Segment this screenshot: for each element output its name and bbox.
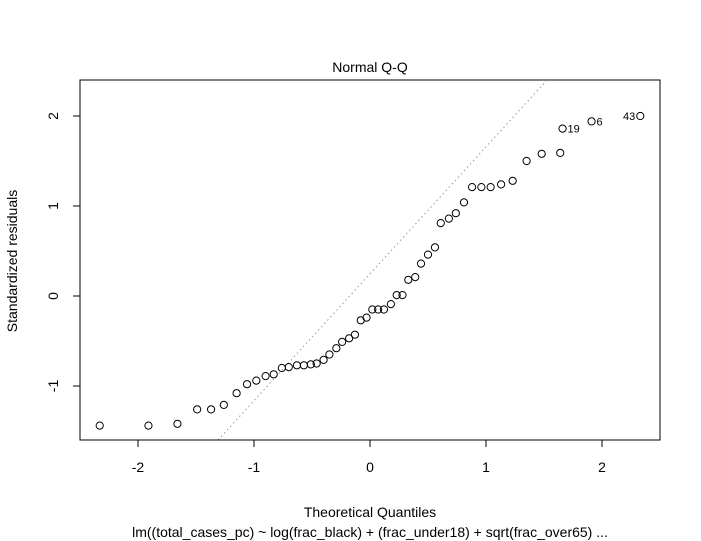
x-axis: -2 -1 0 1 2 — [132, 439, 606, 475]
data-point — [332, 344, 341, 353]
chart-title: Normal Q-Q — [332, 59, 408, 75]
data-point — [386, 300, 395, 309]
data-point — [277, 363, 286, 373]
data-point — [477, 183, 486, 192]
y-axis: -1 0 1 2 — [45, 112, 81, 393]
data-point — [444, 214, 453, 223]
data-point — [362, 313, 371, 322]
data-point — [350, 330, 360, 339]
data-point — [404, 275, 413, 284]
x-tick-label: -1 — [248, 459, 261, 475]
data-point — [392, 291, 401, 300]
chart-subtitle: lm((total_cases_pc) ~ log(frac_black) + … — [132, 524, 608, 540]
y-tick-label: 2 — [45, 112, 61, 120]
data-point — [374, 305, 383, 314]
point-label: 43 — [623, 111, 635, 123]
data-point — [232, 389, 241, 398]
x-tick-label: 0 — [366, 459, 374, 475]
data-point — [416, 259, 426, 268]
data-point — [269, 370, 278, 379]
data-point — [522, 156, 531, 166]
data-point — [319, 355, 328, 364]
points-group — [95, 111, 645, 430]
data-point — [252, 376, 261, 385]
reference-line-group — [217, 79, 548, 441]
x-axis-label: Theoretical Quantiles — [304, 504, 436, 520]
data-point — [558, 124, 567, 133]
y-axis-label: Standardized residuals — [4, 190, 20, 332]
data-point — [423, 250, 433, 259]
data-point — [299, 361, 308, 370]
y-tick-label: -1 — [45, 380, 61, 393]
y-tick-label: 1 — [45, 202, 61, 210]
data-point — [325, 350, 334, 359]
data-point — [379, 305, 389, 314]
data-point — [467, 183, 477, 192]
x-tick-label: 1 — [482, 459, 490, 475]
data-point — [95, 421, 104, 430]
data-point — [636, 111, 645, 121]
data-point — [556, 148, 565, 157]
data-point — [459, 198, 469, 207]
data-point — [398, 291, 407, 300]
data-point — [496, 180, 506, 189]
point-labels-group: 19 6 43 — [568, 111, 636, 136]
data-point — [537, 149, 546, 158]
x-tick-label: -2 — [132, 459, 145, 475]
data-point — [219, 400, 228, 409]
point-label: 19 — [568, 124, 580, 136]
data-point — [338, 337, 347, 346]
data-point — [411, 273, 420, 282]
point-label: 6 — [597, 116, 603, 128]
data-point — [486, 183, 495, 192]
data-point — [451, 209, 460, 218]
data-point — [306, 360, 315, 369]
data-point — [261, 372, 270, 381]
data-point — [430, 243, 440, 252]
data-point — [206, 405, 216, 414]
data-point — [193, 405, 202, 414]
data-point — [436, 219, 445, 228]
data-point — [242, 380, 252, 389]
data-point — [345, 334, 354, 343]
data-point — [508, 176, 517, 185]
data-point — [292, 361, 302, 370]
data-point — [587, 117, 596, 126]
x-tick-label: 2 — [598, 459, 606, 475]
data-point — [173, 419, 182, 428]
data-point — [312, 359, 321, 368]
data-point — [144, 421, 153, 430]
y-tick-label: 0 — [45, 292, 61, 300]
data-point — [284, 363, 293, 372]
data-point — [368, 305, 377, 314]
qq-reference-line — [217, 79, 548, 441]
